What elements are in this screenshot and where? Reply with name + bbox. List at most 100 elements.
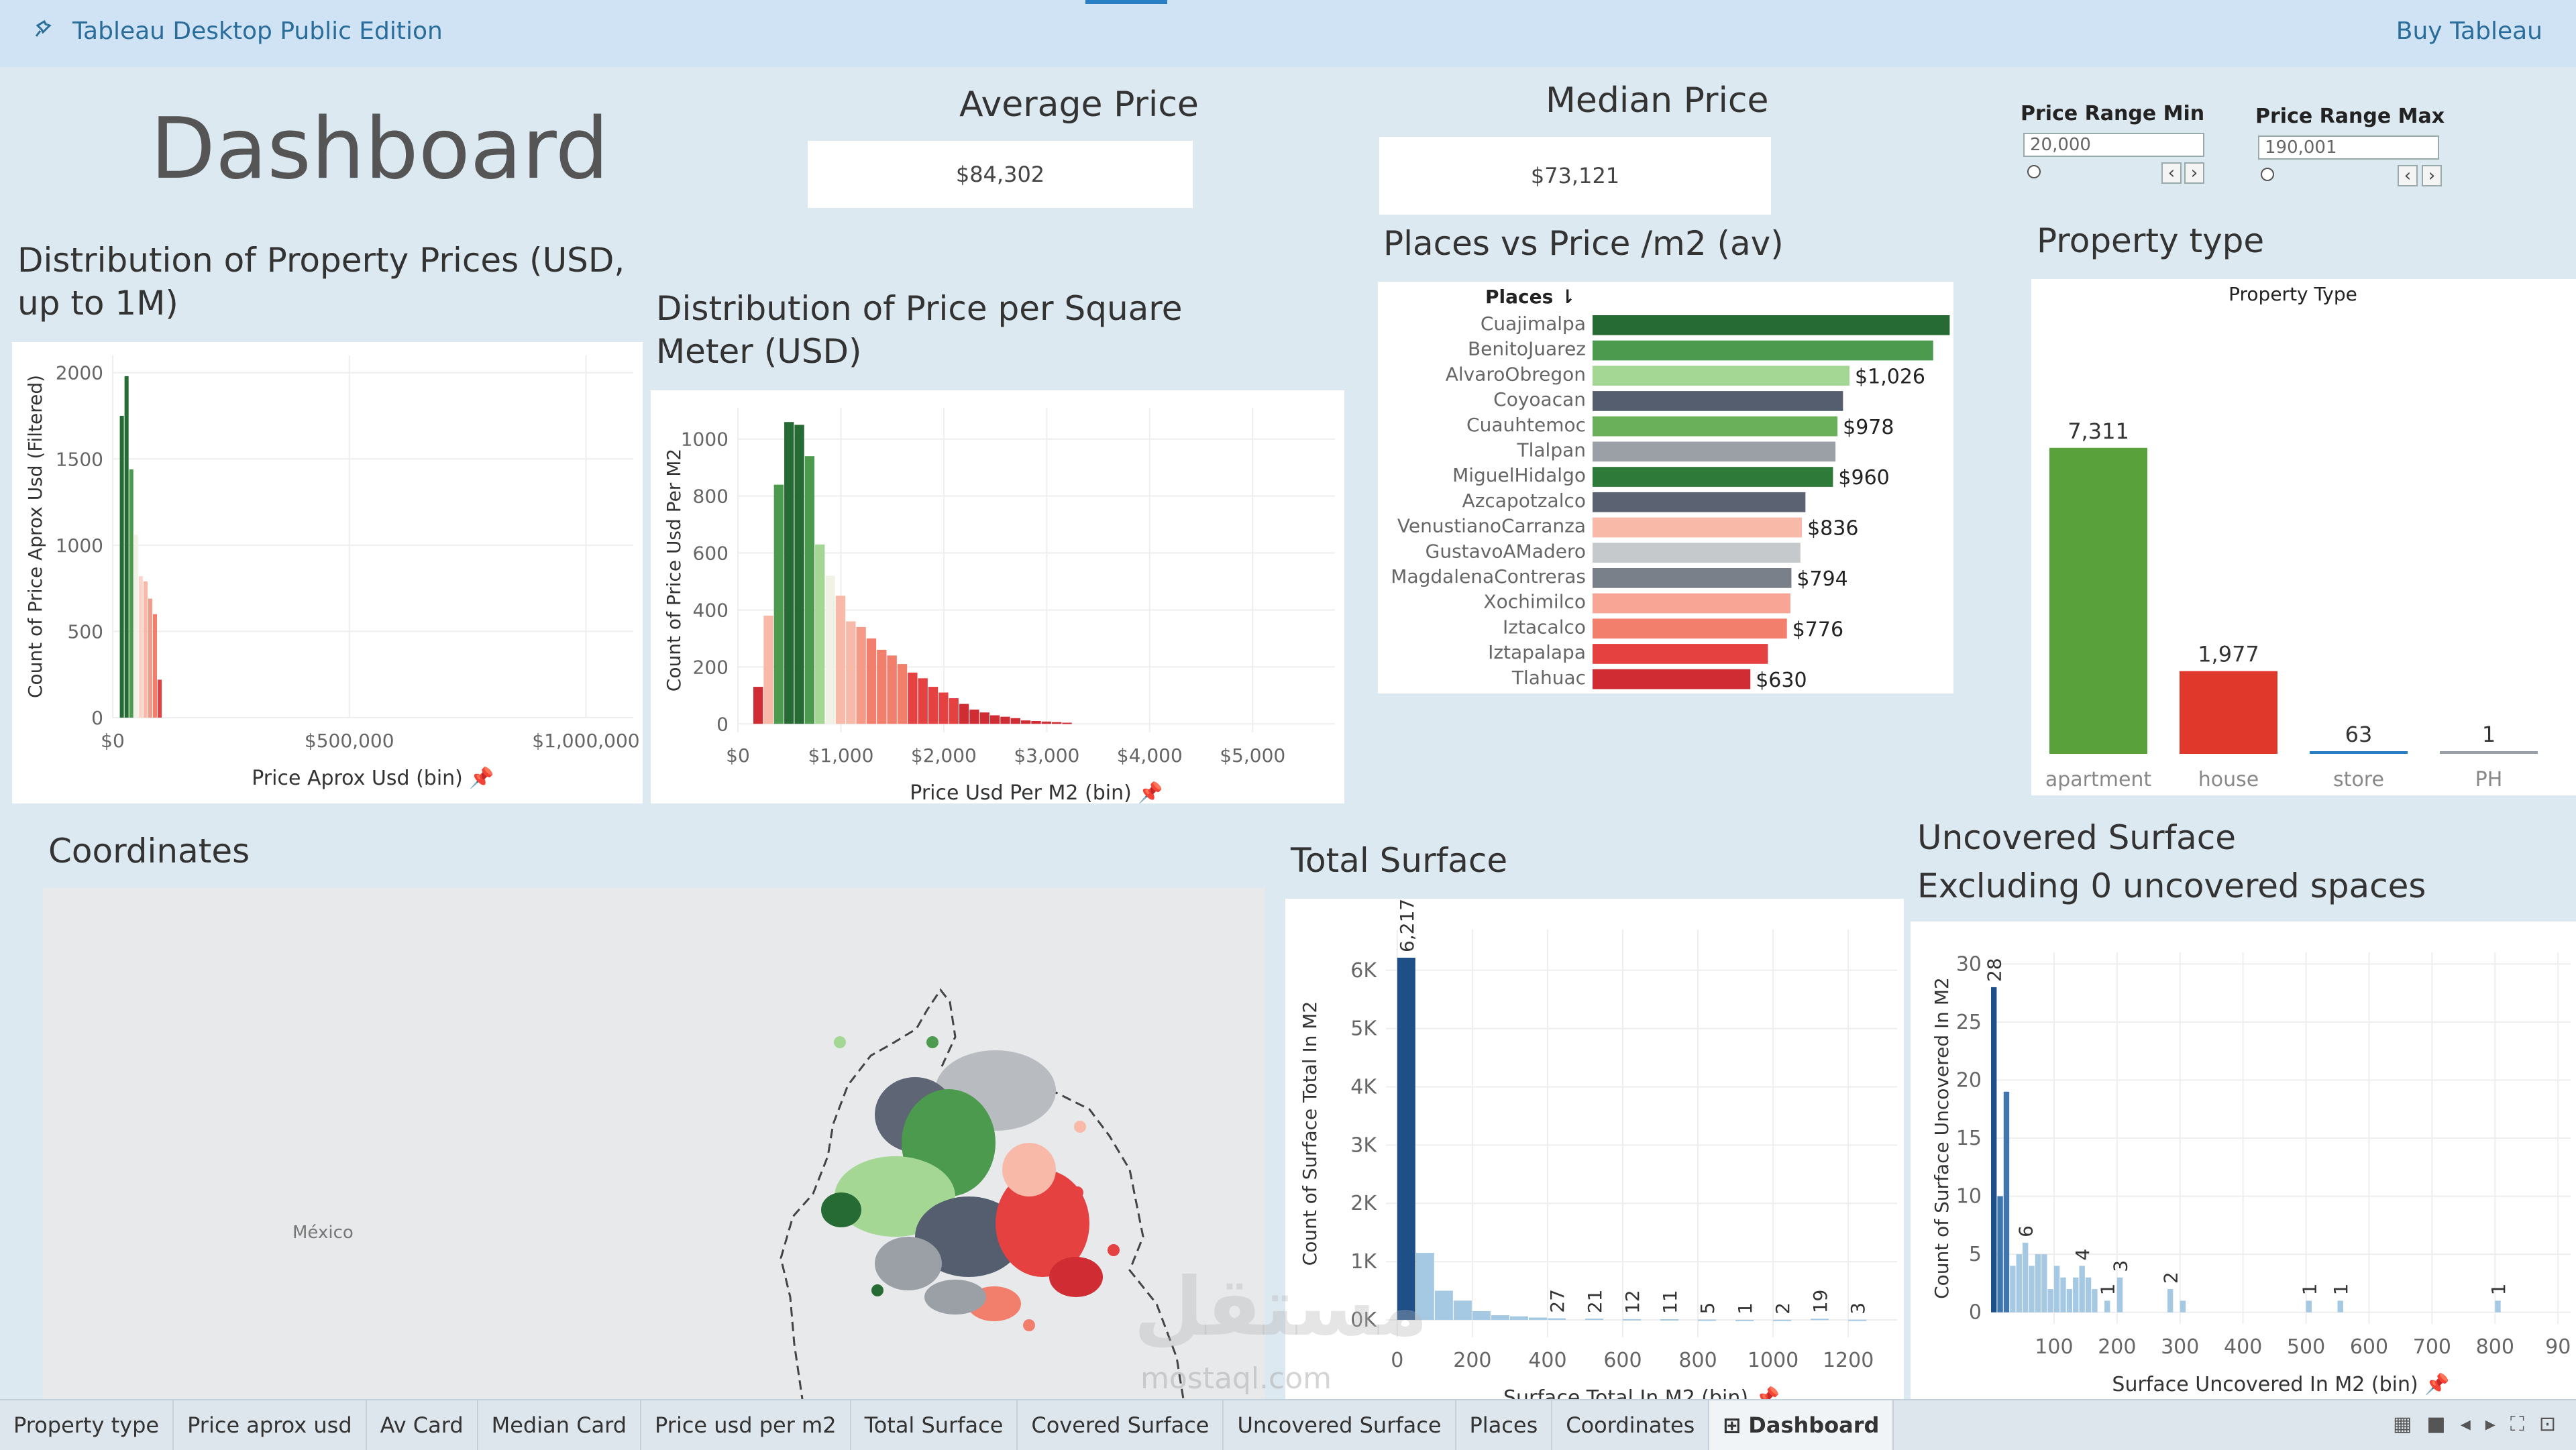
x-tick-label: 400 — [1528, 1349, 1566, 1372]
uncovered-surface-card: 100 200 300 400 500 600 700 800 90 0 5 10 15 20 25 30 28… — [1911, 922, 2576, 1399]
places-title: Places vs Price /m2 (av) — [1383, 224, 1784, 263]
sheet-tab[interactable]: Coordinates — [1552, 1400, 1710, 1450]
chevron-right-icon: › — [2428, 166, 2436, 186]
y-axis-label: Count of Surface Total In M2 — [1299, 1001, 1321, 1266]
fit-icon[interactable]: ⊡ — [2538, 1412, 2556, 1436]
x-tick-label: $500,000 — [305, 730, 394, 752]
map-cluster — [821, 1192, 861, 1227]
bar-data-label: 1 — [1734, 1302, 1756, 1315]
histogram-bar — [1528, 1317, 1547, 1320]
x-tick-label: $0 — [726, 744, 750, 767]
place-bar — [1593, 441, 1836, 462]
histogram-bar — [856, 626, 866, 724]
x-axis-label: Surface Total In M2 (bin) 📌 — [1503, 1385, 1780, 1399]
bar-data-label: 12 — [1621, 1290, 1644, 1314]
price-min-slider-handle[interactable] — [2027, 165, 2041, 178]
sheet-tab[interactable]: Av Card — [367, 1400, 478, 1450]
ppm2-distribution-card: $0 $1,000 $2,000 $3,000 $4,000 $5,000 0 200 400 6… — [651, 390, 1344, 805]
place-name-label: Iztacalco — [1503, 616, 1586, 638]
place-bar — [1593, 568, 1792, 588]
sheet-tab[interactable]: Price aprox usd — [174, 1400, 367, 1450]
y-tick-label: 20 — [1956, 1068, 1982, 1092]
place-name-label: VenustianoCarranza — [1397, 515, 1586, 537]
histogram-bar — [143, 581, 148, 718]
map-canvas[interactable]: México — [43, 888, 1265, 1399]
x-axis-label: Price Aprox Usd (bin) 📌 — [252, 765, 494, 790]
sheet-tab[interactable]: Uncovered Surface — [1224, 1400, 1456, 1450]
app-title: Tableau Desktop Public Edition — [72, 17, 443, 45]
y-tick-label: 4K — [1350, 1076, 1377, 1099]
sheet-tabs: Property type Price aprox usd Av Card Media… — [0, 1400, 1894, 1450]
property-type-value-label: 1 — [2482, 722, 2496, 747]
sheet-tab[interactable]: Covered Surface — [1018, 1400, 1224, 1450]
price-max-input[interactable]: 190,001 — [2258, 135, 2439, 160]
price-max-decrement-button[interactable]: ‹ — [2398, 165, 2418, 186]
place-bar — [1593, 492, 1806, 512]
price-max-slider-handle[interactable] — [2261, 168, 2274, 181]
property-type-category-label: house — [2198, 768, 2259, 791]
bar-data-label: 19 — [1809, 1290, 1831, 1314]
x-tick-label: 90 — [2545, 1335, 2571, 1359]
map-point — [834, 1036, 846, 1048]
fullscreen-icon[interactable]: ⛶ — [2510, 1412, 2524, 1436]
histogram-bar — [1020, 720, 1031, 724]
place-value-label: $960 — [1838, 466, 1889, 490]
y-tick-label: 0 — [716, 713, 729, 735]
grid-view-icon[interactable]: ▦ — [2393, 1412, 2412, 1436]
histogram-bar — [2495, 1300, 2501, 1313]
histogram-bar — [1472, 1310, 1491, 1320]
filmstrip-view-icon[interactable]: ■ — [2426, 1412, 2446, 1436]
property-type-header: Property Type — [2229, 283, 2357, 305]
place-name-label: Cuauhtemoc — [1466, 414, 1586, 436]
sheet-tab[interactable]: Median Card — [478, 1400, 642, 1450]
histogram-bar — [918, 678, 928, 724]
histogram-bar — [2085, 1277, 2092, 1313]
sheet-tab[interactable]: Places — [1456, 1400, 1553, 1450]
map-point — [1108, 1244, 1120, 1256]
histogram-bar — [2337, 1300, 2343, 1313]
histogram-bar — [1848, 1319, 1867, 1321]
histogram-bar — [152, 614, 158, 718]
place-name-label: GustavoAMadero — [1426, 540, 1586, 562]
histogram-bar — [2092, 1289, 2098, 1313]
ppm2-distribution-chart[interactable]: $0 $1,000 $2,000 $3,000 $4,000 $5,000 0 200 400 6… — [651, 390, 1344, 805]
histogram-bar — [2066, 1289, 2073, 1313]
median-price-card: $73,121 — [1379, 137, 1771, 215]
histogram-bar — [1773, 1319, 1792, 1321]
sheet-tab[interactable]: ⊞ Dashboard — [1709, 1400, 1894, 1450]
places-chart[interactable]: Places ⇂Cuajimalpa$1,426BenitoJuarezAlva… — [1378, 282, 2025, 693]
sheet-tab[interactable]: Property type — [0, 1400, 174, 1450]
y-axis-label: Count of Price Aprox Usd (Filtered) — [24, 375, 46, 698]
prev-sheet-icon[interactable]: ◂ — [2460, 1412, 2471, 1436]
price-max-increment-button[interactable]: › — [2422, 165, 2442, 186]
price-min-increment-button[interactable]: › — [2184, 162, 2204, 184]
histogram-bar — [124, 376, 129, 718]
coordinates-map[interactable]: México — [43, 888, 1265, 1399]
y-tick-label: 0K — [1350, 1308, 1377, 1332]
place-name-label: BenitoJuarez — [1468, 338, 1586, 360]
histogram-bar — [1010, 718, 1020, 724]
y-tick-label: 10 — [1956, 1185, 1982, 1209]
map-point — [1071, 1186, 1083, 1198]
property-type-value-label: 63 — [2345, 722, 2373, 747]
price-min-input[interactable]: 20,000 — [2023, 133, 2204, 157]
y-tick-label: 2000 — [56, 362, 103, 384]
place-value-label: $794 — [1796, 567, 1847, 591]
map-cluster — [924, 1280, 986, 1315]
x-tick-label: 1200 — [1823, 1349, 1874, 1372]
price-min-decrement-button[interactable]: ‹ — [2161, 162, 2182, 184]
price-distribution-card: $0 $500,000 $1,000,000 0 500 1000 1500 2000 Pric… — [12, 342, 643, 803]
ppm2-distribution-title: Distribution of Price per Square Meter (… — [656, 289, 1183, 371]
sheet-tab[interactable]: Price usd per m2 — [641, 1400, 851, 1450]
next-sheet-icon[interactable]: ▸ — [2485, 1412, 2496, 1436]
price-distribution-chart[interactable]: $0 $500,000 $1,000,000 0 500 1000 1500 2000 Pric… — [12, 342, 643, 803]
bar-data-label: 21 — [1584, 1289, 1606, 1313]
sheet-tab[interactable]: Total Surface — [851, 1400, 1018, 1450]
uncovered-surface-subtitle: Excluding 0 uncovered spaces — [1917, 867, 2426, 905]
histogram-bar — [119, 416, 124, 718]
histogram-bar — [2035, 1254, 2041, 1313]
buy-tableau-link[interactable]: Buy Tableau — [2396, 17, 2542, 45]
property-type-chart[interactable]: Property Type 7,311 apartment 1,977 house 63 s… — [2031, 279, 2576, 795]
bar-data-label: 6 — [2015, 1225, 2037, 1237]
